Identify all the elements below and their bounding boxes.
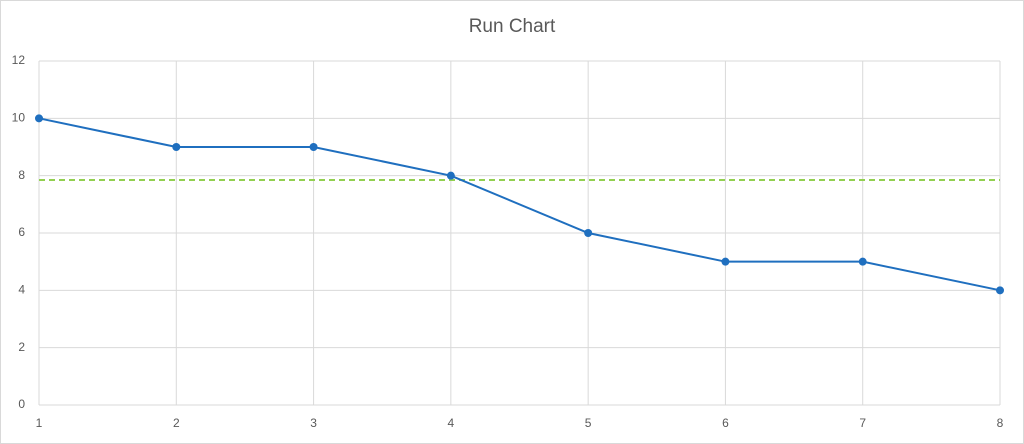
- data-point: [446, 171, 455, 180]
- x-tick-label: 6: [722, 416, 729, 430]
- y-tick-label: 12: [12, 53, 26, 67]
- x-tick-label: 4: [448, 416, 455, 430]
- data-point: [309, 143, 318, 151]
- y-tick-label: 10: [12, 111, 26, 125]
- data-point: [172, 143, 181, 151]
- data-point: [584, 229, 593, 237]
- y-tick-label: 6: [18, 225, 25, 239]
- x-tick-label: 8: [997, 416, 1004, 430]
- data-point: [858, 257, 867, 266]
- data-point: [35, 114, 43, 123]
- data-point: [996, 286, 1004, 295]
- y-tick-label: 8: [18, 168, 25, 182]
- y-tick-label: 4: [18, 283, 25, 297]
- x-tick-label: 1: [36, 416, 43, 430]
- x-tick-label: 2: [173, 416, 180, 430]
- x-tick-label: 7: [859, 416, 866, 430]
- y-tick-label: 0: [18, 397, 25, 411]
- data-point: [721, 257, 730, 266]
- chart-title: Run Chart: [469, 16, 556, 37]
- data-line: [38, 117, 1001, 292]
- y-tick-label: 2: [18, 340, 25, 354]
- x-tick-label: 3: [310, 416, 317, 430]
- x-tick-label: 5: [585, 416, 592, 430]
